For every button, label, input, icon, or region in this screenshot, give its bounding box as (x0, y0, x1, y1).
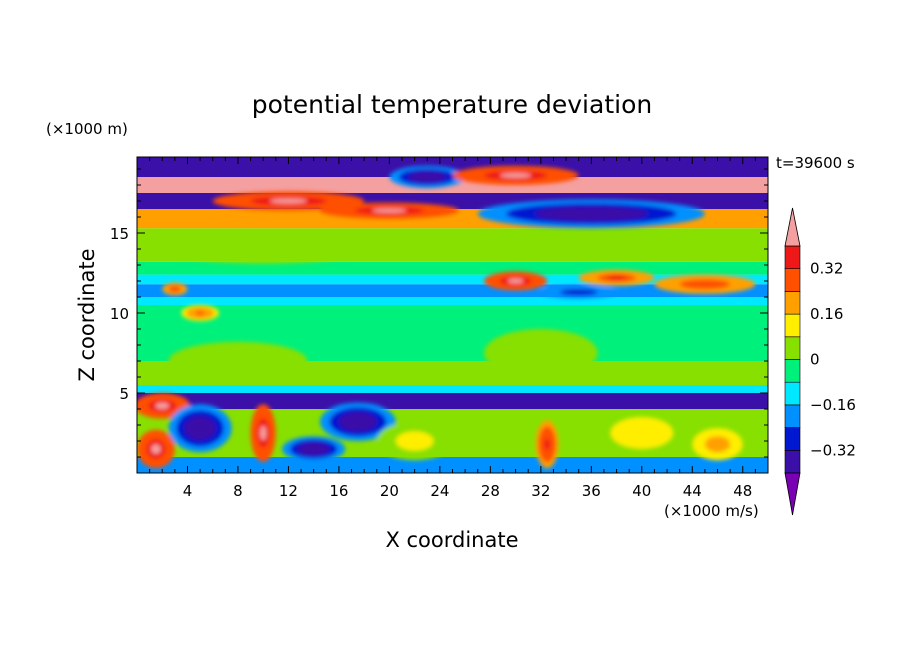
contour-feature (162, 234, 365, 264)
contour-ring (305, 445, 322, 453)
contour-feature (250, 404, 276, 462)
colorbar-swatch (784, 449, 801, 474)
contour-ring (692, 281, 718, 287)
colorbar-max-arrow (784, 207, 801, 247)
contour-ring (569, 290, 589, 294)
contour-ring (155, 402, 170, 409)
contour-ring (499, 173, 532, 178)
contour-feature (212, 191, 365, 211)
contour-ring (562, 210, 620, 218)
contour-feature (319, 402, 396, 441)
colorbar-label: −0.32 (810, 441, 856, 459)
contour-feature (168, 404, 232, 453)
contour-band (137, 261, 768, 275)
contour-feature (484, 271, 548, 291)
contour-ring (348, 417, 368, 427)
contour-ring (607, 275, 627, 280)
features-layer (137, 165, 756, 469)
y-tick-label: 10 (110, 305, 129, 323)
contour-ring (151, 444, 161, 454)
y-unit-label: (×1000 m) (46, 120, 128, 138)
colorbar-swatch (784, 245, 801, 270)
colorbar-swatch (784, 404, 801, 428)
y-axis-ticks: 5 10 15 (110, 168, 768, 458)
colorbar-swatch (784, 313, 801, 338)
chart-title: potential temperature deviation (252, 90, 652, 119)
contour-feature (137, 429, 175, 469)
x-tick-label: 40 (632, 482, 651, 500)
contour-ring (237, 245, 289, 253)
time-label: t=39600 s (776, 154, 855, 172)
contour-feature (168, 341, 308, 381)
contour-feature (319, 202, 459, 219)
contour-band (137, 157, 768, 177)
x-tick-label: 12 (279, 482, 298, 500)
colorbar-min-arrow (784, 472, 801, 516)
x-axis-ticks: 4 8 12 16 20 24 28 32 36 40 44 48 (149, 157, 756, 500)
x-tick-label: 24 (430, 482, 449, 500)
x-tick-label: 48 (733, 482, 752, 500)
x-tick-label: 28 (481, 482, 500, 500)
colorbar-labels: 0.32 0.16 0 −0.16 −0.32 (810, 260, 856, 460)
contour-feature (452, 165, 579, 185)
contour-ring (269, 198, 308, 204)
contour-band (137, 274, 768, 285)
contour-ring (192, 422, 208, 435)
contour-feature (540, 285, 617, 299)
colorbar-swatch (784, 359, 801, 383)
contour-feature (654, 274, 756, 294)
contour-feature (181, 305, 220, 321)
x-unit-label: (×1000 m/s) (664, 502, 759, 520)
contour-ring (220, 356, 256, 366)
contour-feature (376, 421, 453, 461)
x-tick-label: 20 (380, 482, 399, 500)
x-tick-label: 36 (582, 482, 601, 500)
contour-ring (711, 440, 724, 449)
colorbar-label: 0.16 (810, 305, 843, 323)
contour-ring (372, 208, 407, 213)
contour-ring (171, 287, 179, 291)
contour-feature (692, 428, 743, 461)
colorbar-label: 0.32 (810, 260, 843, 278)
colorbar (784, 207, 801, 516)
x-tick-label: 16 (329, 482, 348, 500)
contour-band (137, 385, 768, 393)
y-tick-label: 15 (110, 225, 129, 243)
contour-ring (405, 436, 425, 446)
x-tick-label: 44 (683, 482, 702, 500)
colorbar-label: 0 (810, 351, 820, 369)
x-tick-label: 32 (531, 482, 550, 500)
contour-ring (417, 174, 437, 180)
y-tick-label: 5 (119, 385, 129, 403)
colorbar-label: −0.16 (810, 396, 856, 414)
contour-ring (507, 278, 524, 284)
colorbar-swatch (784, 336, 801, 360)
colorbar-swatch (784, 381, 801, 406)
x-tick-label: 8 (233, 482, 243, 500)
colorbar-swatch (784, 268, 801, 292)
contour-feature (484, 329, 598, 377)
colorbar-swatch (784, 427, 801, 451)
contour-feature (477, 199, 705, 229)
contour-ring (195, 311, 205, 315)
contour-ring (526, 347, 556, 359)
colorbar-swatch (784, 291, 801, 315)
y-axis-title: Z coordinate (75, 248, 99, 381)
contour-ring (544, 438, 550, 451)
contour-feature (610, 417, 674, 449)
contour-feature (162, 282, 188, 296)
contour-feature (282, 436, 346, 462)
contour-ring (260, 425, 267, 441)
contour-ring (633, 429, 650, 437)
plot-area (137, 157, 768, 473)
contour-band (137, 457, 768, 473)
x-axis-title: X coordinate (385, 528, 518, 552)
x-tick-label: 4 (183, 482, 193, 500)
contour-feature (578, 269, 655, 286)
contour-feature (389, 165, 466, 189)
contour-band (137, 297, 768, 305)
contour-band (137, 393, 768, 409)
contour-feature (535, 420, 559, 469)
